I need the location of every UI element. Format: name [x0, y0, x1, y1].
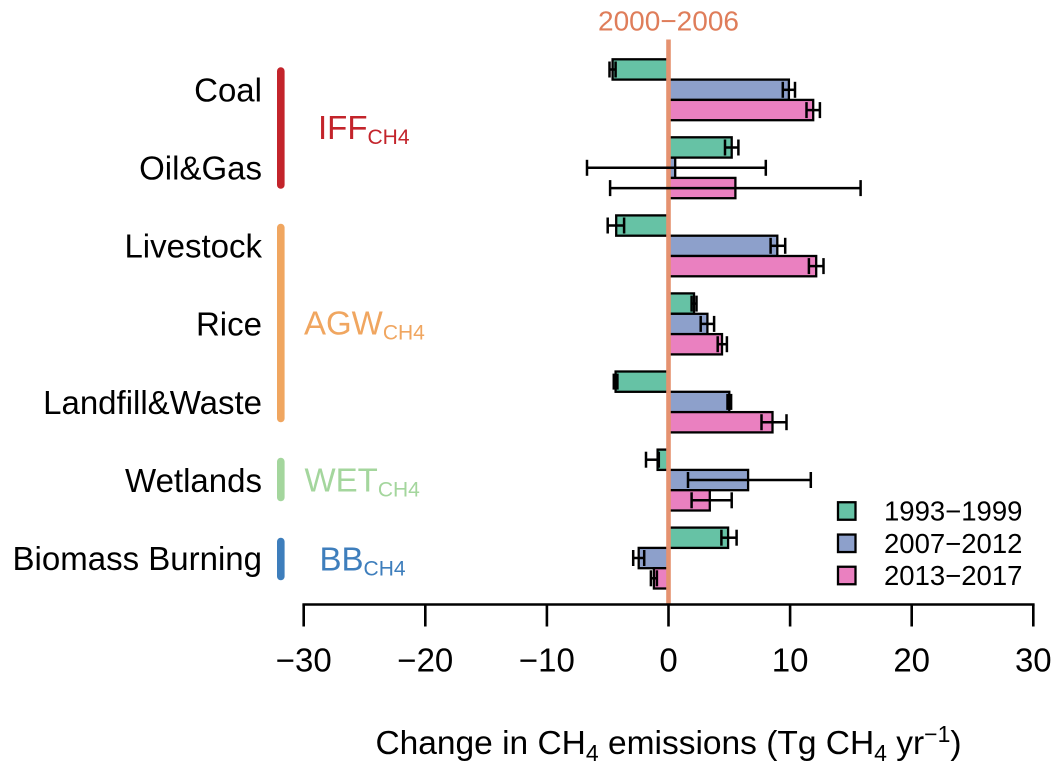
svg-text:10: 10 — [772, 642, 809, 679]
svg-text:Rice: Rice — [196, 306, 262, 343]
svg-text:2007−2012: 2007−2012 — [884, 528, 1022, 559]
svg-text:0: 0 — [659, 642, 677, 679]
svg-text:−10: −10 — [519, 642, 575, 679]
svg-text:20: 20 — [893, 642, 930, 679]
svg-text:−30: −30 — [276, 642, 332, 679]
svg-text:Biomass Burning: Biomass Burning — [13, 540, 262, 577]
svg-text:Change in CH4 emissions (Tg CH: Change in CH4 emissions (Tg CH4 yr−1) — [375, 721, 961, 766]
svg-text:Oil&Gas: Oil&Gas — [139, 150, 262, 187]
svg-text:30: 30 — [1015, 642, 1052, 679]
svg-text:1993−1999: 1993−1999 — [884, 496, 1022, 527]
svg-text:2000−2006: 2000−2006 — [598, 6, 739, 37]
svg-text:Livestock: Livestock — [124, 228, 262, 265]
svg-text:AGWCH4: AGWCH4 — [304, 305, 425, 345]
svg-text:IFFCH4: IFFCH4 — [318, 109, 410, 149]
svg-text:Wetlands: Wetlands — [125, 462, 262, 499]
svg-text:2013−2017: 2013−2017 — [884, 560, 1022, 591]
svg-text:Coal: Coal — [194, 72, 262, 109]
svg-text:Landfill&Waste: Landfill&Waste — [43, 384, 262, 421]
svg-text:−20: −20 — [397, 642, 453, 679]
